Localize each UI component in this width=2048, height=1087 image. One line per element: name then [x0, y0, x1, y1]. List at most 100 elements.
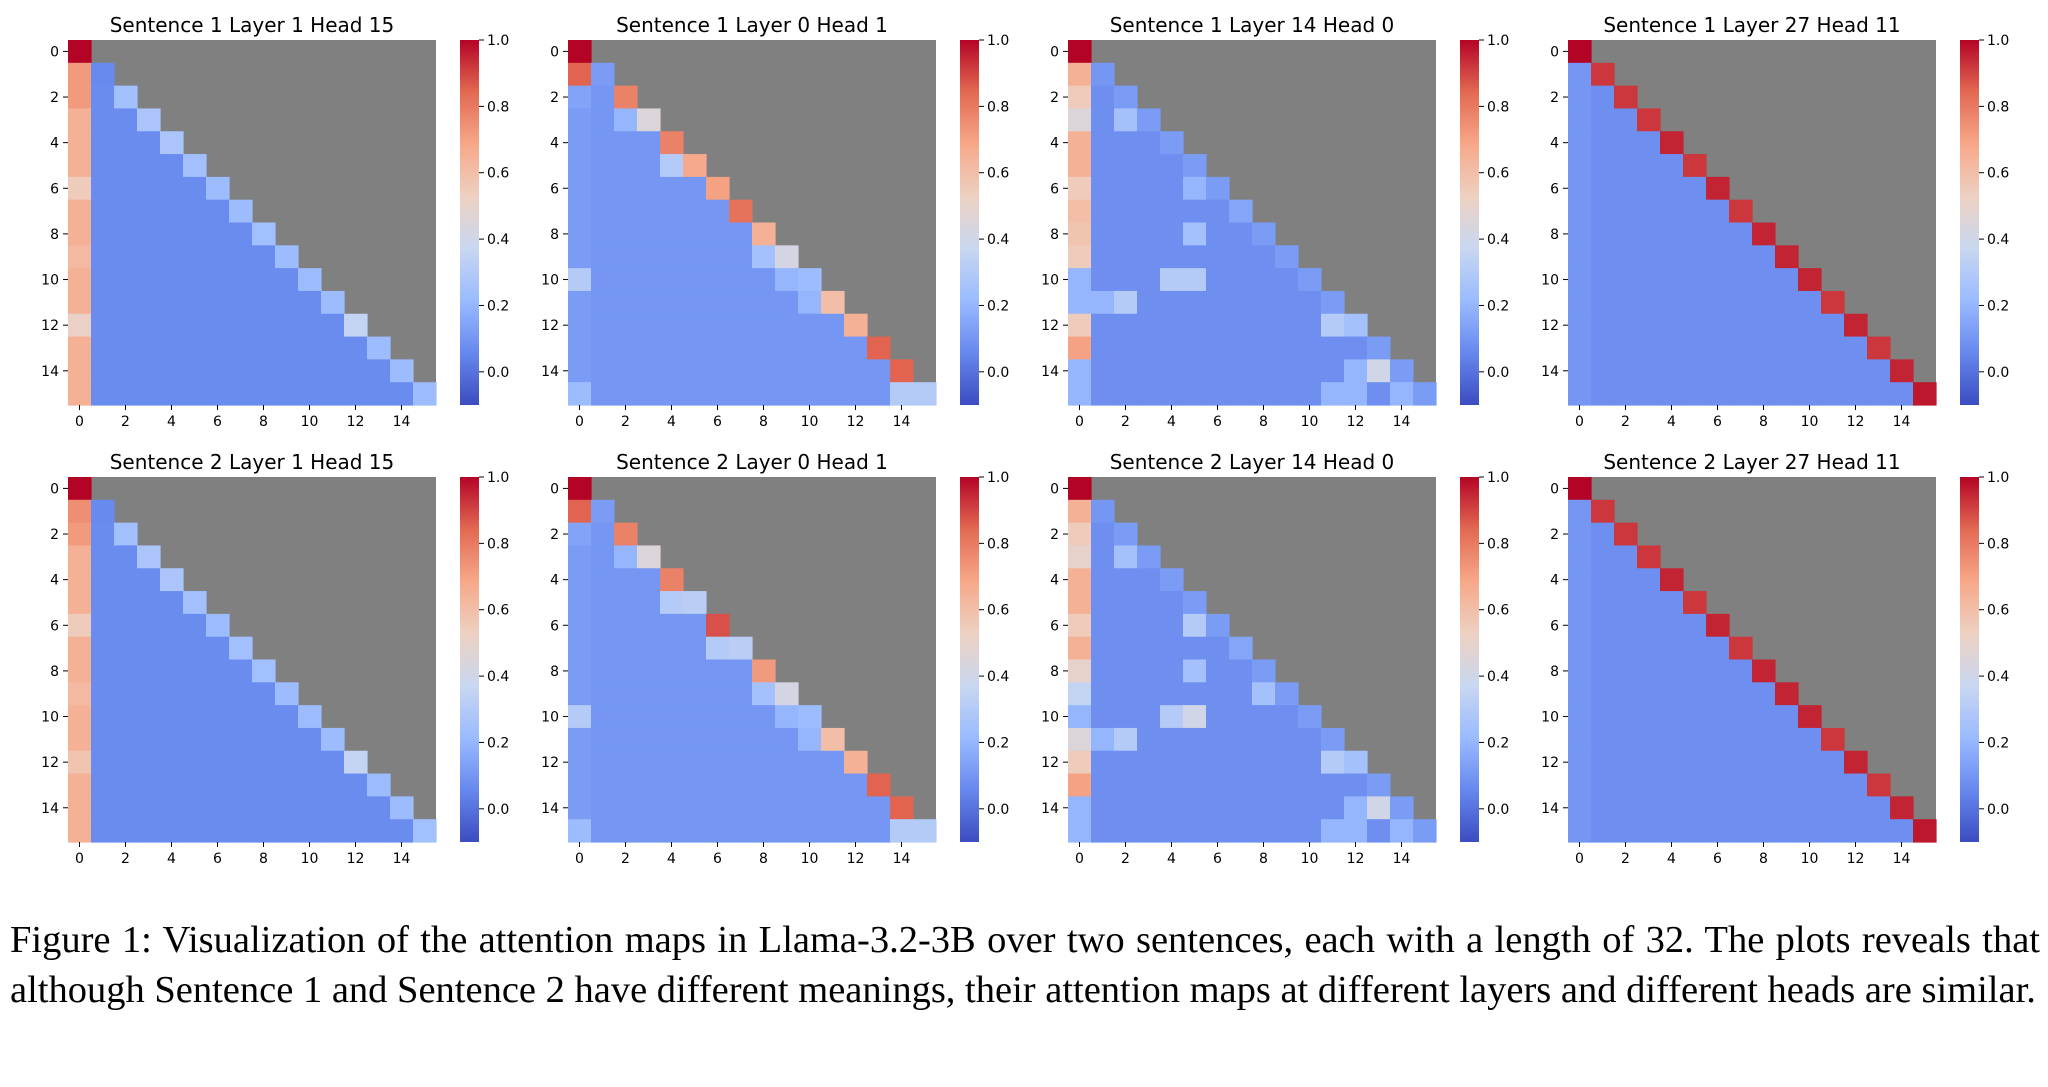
heatmap-cell	[1683, 382, 1707, 406]
heatmap-cell	[160, 268, 184, 292]
heatmap-cell	[1844, 796, 1868, 820]
heatmap-cell	[1683, 359, 1707, 383]
heatmap-cell	[1183, 705, 1207, 729]
heatmap-cell	[114, 613, 138, 638]
heatmap-cell	[1298, 313, 1322, 338]
heatmap-cell	[1413, 819, 1437, 843]
heatmap-cell	[637, 705, 661, 729]
heatmap-cell	[137, 176, 161, 201]
heatmap-cell	[206, 705, 230, 729]
heatmap-cell	[683, 199, 707, 224]
heatmap-cell	[252, 359, 276, 383]
heatmap-cell	[114, 359, 138, 383]
heatmap-cell	[798, 773, 822, 797]
heatmap-cell	[1160, 359, 1184, 383]
heatmap-cell	[591, 727, 615, 752]
x-tick-label: 2	[621, 851, 630, 867]
heatmap-cell	[1206, 268, 1230, 292]
heatmap-cell	[68, 499, 92, 524]
heatmap-cell	[660, 154, 684, 178]
colorbar-tick-label: 1.0	[1487, 470, 1509, 486]
heatmap-cell	[1591, 568, 1615, 592]
x-tick-label: 12	[847, 414, 865, 430]
heatmap-cell	[91, 222, 115, 246]
x-tick-label: 6	[713, 414, 722, 430]
heatmap-cell	[1660, 796, 1684, 820]
y-tick-label: 14	[541, 364, 559, 380]
heatmap-cell	[1660, 154, 1684, 178]
heatmap-cell	[1568, 85, 1592, 110]
heatmap-cell	[1568, 568, 1592, 592]
heatmap-cell	[1568, 382, 1592, 406]
heatmap-cell	[160, 591, 184, 615]
heatmap-cell	[1229, 796, 1253, 820]
heatmap-cell	[591, 659, 615, 683]
heatmap-cell	[1614, 727, 1638, 752]
heatmap-cell	[1706, 199, 1730, 224]
heatmap-cell	[660, 336, 684, 360]
x-tick-label: 4	[667, 851, 676, 867]
heatmap-cell	[568, 819, 592, 843]
heatmap-cell	[1683, 313, 1707, 338]
heatmap-cell	[798, 819, 822, 843]
heatmap-cell	[568, 85, 592, 110]
heatmap-cell	[1637, 290, 1661, 315]
heatmap-cell	[1068, 750, 1092, 775]
heatmap-cell	[1275, 705, 1299, 729]
heatmap-cell	[1114, 268, 1138, 292]
heatmap-cell	[252, 382, 276, 406]
heatmap-cell	[252, 336, 276, 360]
heatmap-cell	[1867, 773, 1891, 797]
heatmap-cell	[1844, 382, 1868, 406]
heatmap-cell	[1068, 568, 1092, 592]
heatmap-cell	[206, 613, 230, 638]
heatmap-cell	[1091, 636, 1115, 661]
y-tick-label: 12	[1041, 318, 1059, 334]
heatmap-cell	[1114, 613, 1138, 638]
heatmap-cell	[614, 85, 638, 110]
heatmap-cell	[1091, 222, 1115, 246]
heatmap-cell	[1614, 176, 1638, 201]
y-tick-label: 0	[50, 44, 59, 60]
heatmap-cell	[1798, 313, 1822, 338]
heatmap-cell	[706, 336, 730, 360]
heatmap-cell	[68, 154, 92, 178]
heatmap-cell	[1183, 268, 1207, 292]
heatmap-cell	[68, 613, 92, 638]
heatmap-cell	[591, 773, 615, 797]
heatmap-cell	[729, 313, 753, 338]
heatmap-cell	[1568, 40, 1592, 64]
heatmap-cell	[1591, 382, 1615, 406]
heatmap-cell	[114, 819, 138, 843]
heatmap-cell	[160, 131, 184, 155]
heatmap-cell	[1091, 796, 1115, 820]
heatmap-cell	[1137, 659, 1161, 683]
heatmap-cell	[68, 245, 92, 269]
heatmap-cell	[1821, 727, 1845, 752]
colorbar-tick-label: 0.0	[987, 802, 1009, 818]
heatmap-cell	[91, 750, 115, 775]
heatmap-cell	[637, 268, 661, 292]
heatmap-cell	[729, 819, 753, 843]
x-tick-label: 4	[1667, 851, 1676, 867]
heatmap-cell	[706, 245, 730, 269]
heatmap-cell	[1114, 336, 1138, 360]
heatmap-cell	[1137, 359, 1161, 383]
y-tick-label: 0	[1050, 44, 1059, 60]
y-tick-label: 0	[1550, 44, 1559, 60]
heatmap-cell	[798, 336, 822, 360]
heatmap-cell	[1591, 245, 1615, 269]
colorbar-tick-label: 0.8	[1487, 99, 1509, 115]
heatmap-cell	[367, 819, 391, 843]
heatmap-cell	[1752, 819, 1776, 843]
heatmap-cell	[1091, 359, 1115, 383]
heatmap-cell	[1798, 290, 1822, 315]
heatmap-cell	[1683, 796, 1707, 820]
heatmap-cell	[1775, 705, 1799, 729]
heatmap-cell	[1206, 659, 1230, 683]
heatmap-cell	[91, 659, 115, 683]
heatmap-cell	[390, 382, 414, 406]
y-tick-label: 6	[50, 181, 59, 197]
heatmap-cell	[660, 359, 684, 383]
heatmap-cell	[91, 62, 115, 87]
